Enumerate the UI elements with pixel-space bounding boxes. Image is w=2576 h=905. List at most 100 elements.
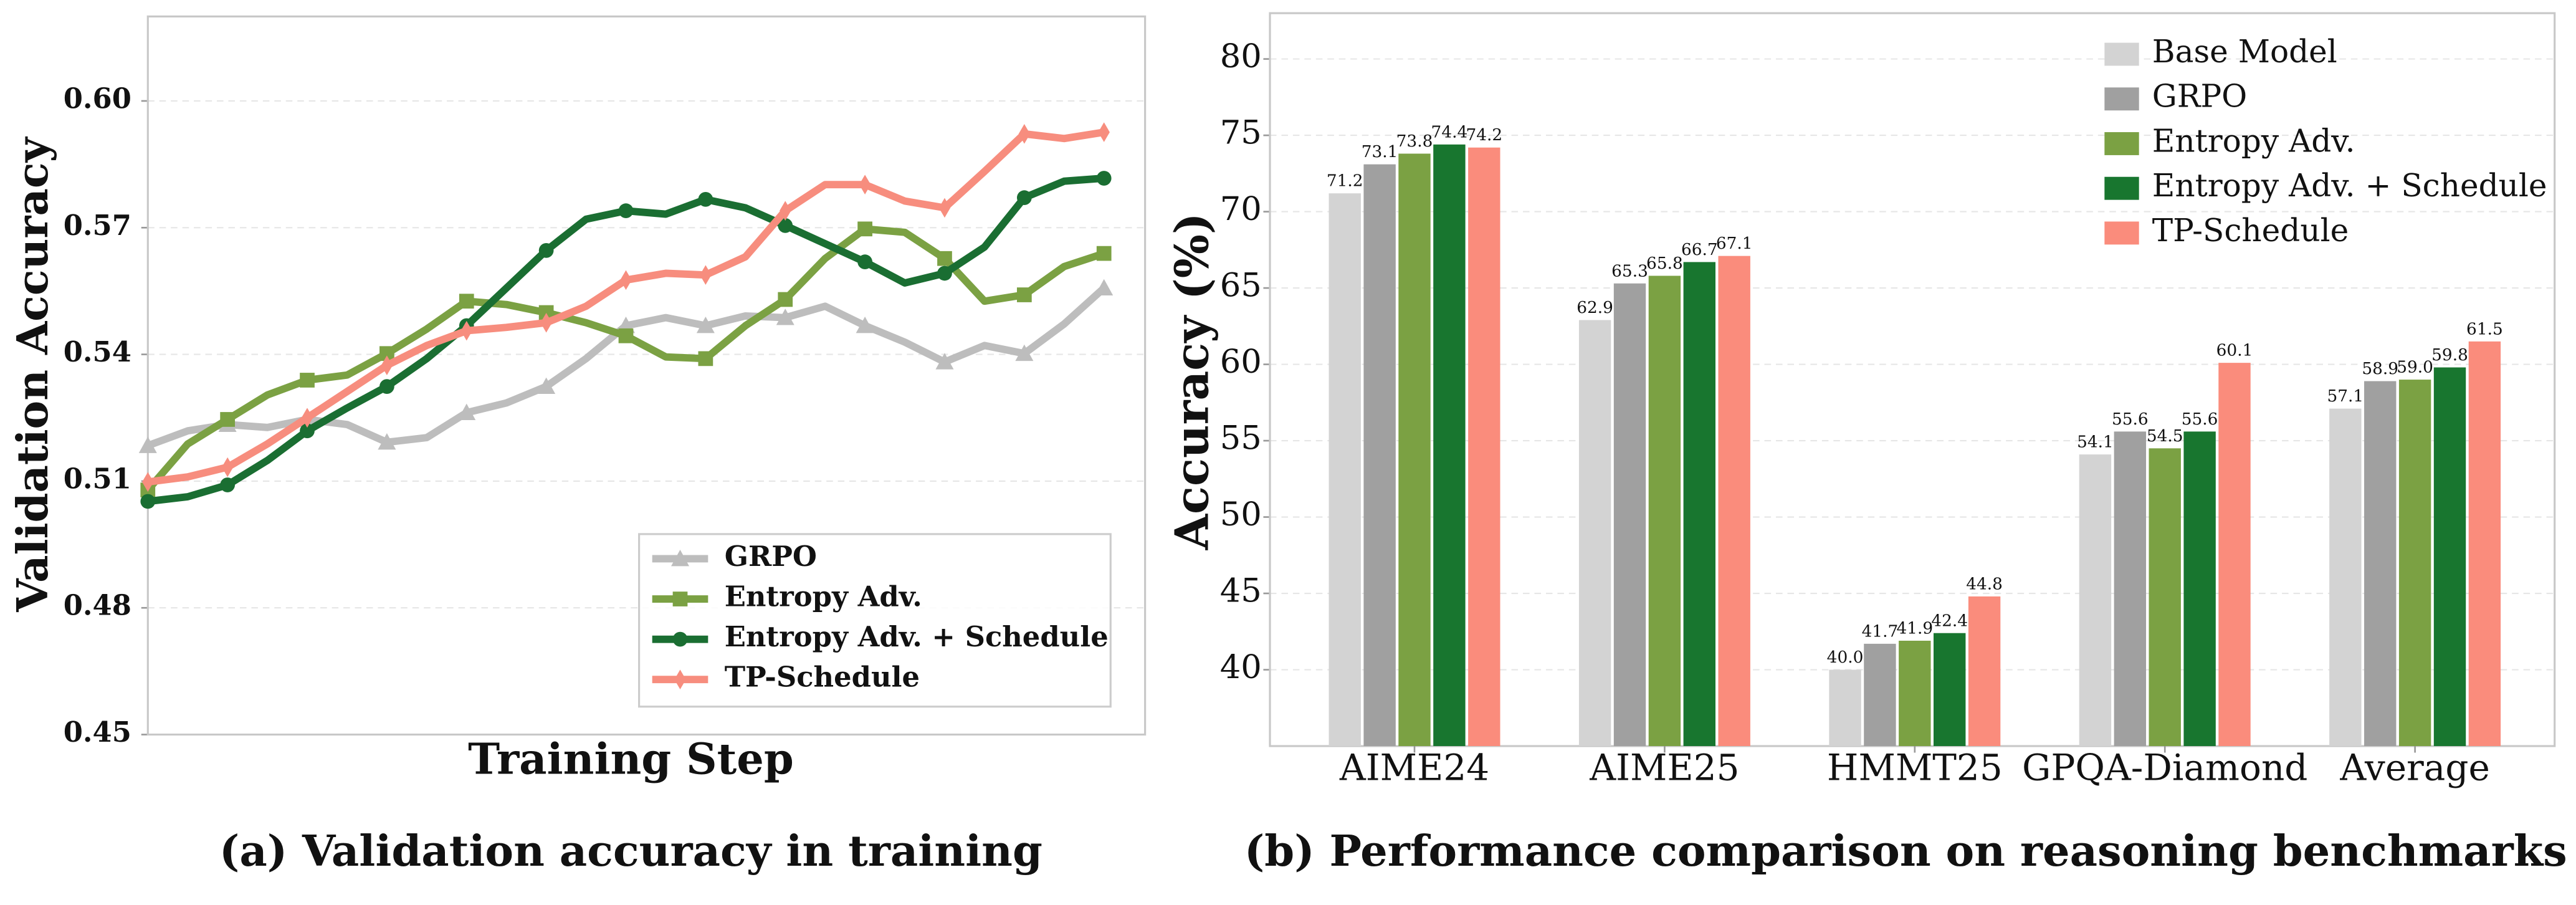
value-label: 65.8 [1646, 254, 1683, 273]
value-label: 74.4 [1431, 123, 1468, 141]
y-tick-label: 50 [1220, 496, 1262, 534]
legend-label: Entropy Adv. + Schedule [725, 620, 1109, 653]
marker [460, 320, 472, 341]
marker [457, 403, 476, 420]
legend-swatch [2104, 132, 2139, 155]
y-axis-label: Accuracy (%) [1165, 213, 1219, 550]
x-tick-label: HMMT25 [1827, 747, 2003, 789]
marker [540, 312, 552, 333]
marker [1016, 190, 1032, 206]
marker [138, 436, 157, 453]
value-label: 65.3 [1611, 262, 1648, 280]
value-label: 55.6 [2112, 410, 2149, 429]
bar [1864, 643, 1896, 747]
value-label: 55.6 [2182, 410, 2218, 429]
marker [378, 433, 396, 450]
marker [220, 412, 236, 427]
marker [220, 477, 236, 492]
legend-label: GRPO [725, 540, 817, 573]
y-tick-label: 75 [1220, 114, 1262, 152]
y-tick-label: 70 [1220, 190, 1262, 228]
y-tick-label: 55 [1220, 419, 1262, 457]
bar [1718, 256, 1750, 747]
y-tick-label: 65 [1220, 267, 1262, 305]
legend-label: Entropy Adv. [725, 580, 922, 613]
marker [698, 351, 713, 366]
marker [672, 631, 688, 647]
bar [2114, 431, 2147, 747]
marker [221, 457, 234, 477]
marker [1096, 171, 1112, 186]
marker [778, 218, 793, 233]
marker [1096, 246, 1112, 261]
y-tick-label: 80 [1220, 37, 1262, 75]
marker [780, 201, 791, 221]
caption: (b) Performance comparison on reasoning … [1244, 826, 2567, 876]
value-label: 41.9 [1896, 620, 1933, 638]
x-tick-label: AIME24 [1339, 747, 1489, 789]
value-label: 42.4 [1931, 611, 1968, 630]
y-tick-label: 60 [1220, 343, 1262, 381]
caption: (a) Validation accuracy in training [219, 826, 1042, 876]
legend-label: TP-Schedule [725, 661, 920, 694]
marker [1016, 287, 1032, 302]
marker [379, 379, 394, 394]
value-label: 59.0 [2397, 358, 2433, 377]
value-label: 71.2 [1327, 172, 1363, 191]
marker [300, 373, 315, 388]
x-tick-label: Average [2339, 747, 2489, 789]
value-label: 60.1 [2216, 342, 2253, 360]
marker [1018, 124, 1031, 144]
marker [538, 243, 554, 258]
value-label: 66.7 [1681, 241, 1718, 259]
value-label: 58.9 [2362, 360, 2398, 378]
bar [1899, 640, 1931, 747]
marker [140, 494, 156, 509]
y-tick-label: 45 [1220, 572, 1262, 610]
marker [671, 549, 690, 567]
value-label: 62.9 [1577, 299, 1613, 317]
marker [618, 328, 634, 343]
marker [778, 292, 793, 307]
legend-label: Entropy Adv. + Schedule [2152, 168, 2547, 204]
legend-label: TP-Schedule [2152, 213, 2349, 249]
value-label: 73.1 [1362, 143, 1398, 161]
bar [1398, 153, 1431, 747]
legend-label: GRPO [2152, 79, 2247, 115]
bar [1363, 164, 1396, 747]
value-label: 54.5 [2147, 427, 2183, 446]
value-label: 74.2 [1466, 126, 1502, 145]
marker [776, 309, 794, 325]
marker [937, 251, 952, 266]
bar [2149, 448, 2181, 747]
bar [2218, 363, 2251, 747]
legend-swatch [2104, 42, 2139, 66]
plot-frame [146, 15, 1147, 736]
marker [459, 294, 474, 309]
bar [1683, 262, 1716, 747]
bar [2468, 341, 2501, 747]
marker [618, 203, 634, 219]
marker [696, 317, 715, 333]
y-tick-label: 0.57 [64, 209, 131, 242]
y-tick-label: 40 [1220, 648, 1262, 686]
y-tick-label: 0.48 [64, 589, 131, 622]
marker [937, 266, 952, 281]
value-label: 61.5 [2466, 320, 2503, 338]
marker [1098, 122, 1110, 142]
bar [2329, 408, 2362, 747]
legend-swatch [2104, 221, 2139, 245]
marker [857, 254, 872, 270]
y-tick-label: 0.60 [64, 82, 131, 115]
marker [379, 346, 394, 362]
bar [1329, 193, 1361, 747]
bar [1968, 596, 2001, 747]
bar [1578, 320, 1611, 747]
value-label: 73.8 [1396, 132, 1433, 151]
x-tick-label: AIME25 [1589, 747, 1739, 789]
bar [2183, 431, 2216, 747]
y-tick-label: 0.51 [64, 462, 131, 495]
value-label: 57.1 [2327, 387, 2364, 406]
